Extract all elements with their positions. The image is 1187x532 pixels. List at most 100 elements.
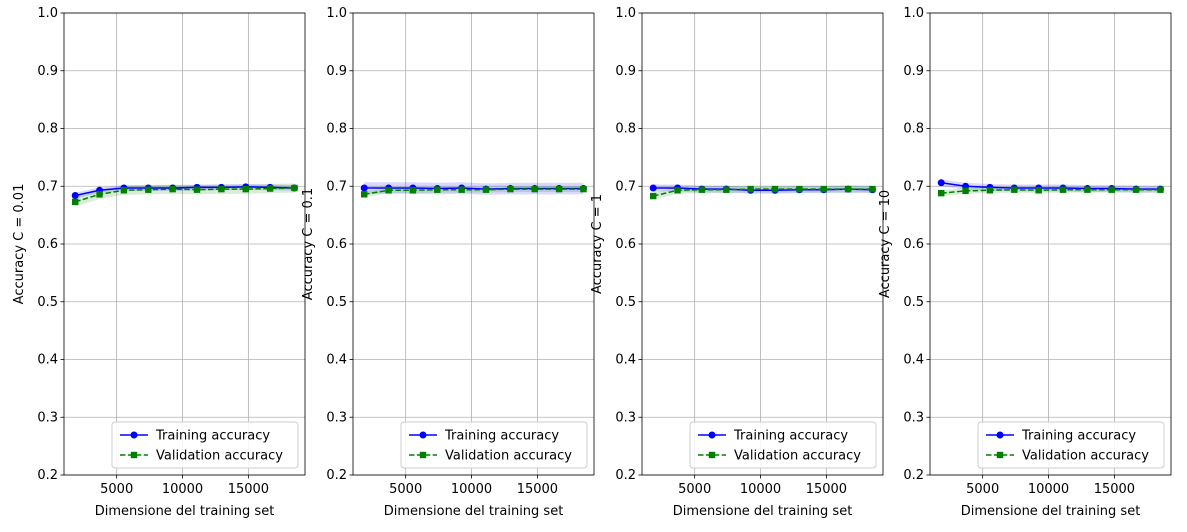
y-tick-label: 0.2	[37, 468, 58, 483]
x-tick-label: 15000	[806, 482, 847, 497]
validation-accuracy-point	[555, 185, 563, 193]
y-tick-label: 0.9	[326, 64, 347, 79]
y-tick-label: 0.5	[903, 295, 924, 310]
training-accuracy-point	[937, 179, 945, 187]
validation-accuracy-point	[145, 186, 152, 193]
legend-box	[977, 421, 1165, 469]
chart-panel-3: 0.2 0.3 0.4 0.5 0.6 0.7 0.8 0.9 1.0 5000 10000 1500…	[590, 6, 884, 519]
validation-accuracy-point	[193, 186, 201, 193]
y-tick-label: 0.3	[615, 410, 636, 425]
legend-validation-marker	[708, 451, 716, 459]
validation-accuracy-point	[266, 185, 274, 192]
x-tick-label: 5000	[389, 482, 422, 497]
validation-accuracy-point	[120, 187, 128, 194]
validation-accuracy-point	[218, 185, 225, 193]
legend-validation-label: Validation accuracy	[1022, 449, 1149, 464]
validation-accuracy-point	[674, 187, 681, 194]
y-tick-label: 0.4	[326, 353, 347, 368]
x-tick-label: 10000	[1028, 482, 1069, 497]
y-tick-label: 0.8	[615, 122, 636, 137]
validation-accuracy-point	[1084, 186, 1091, 193]
training-accuracy-point	[360, 184, 368, 192]
chart-panel-4: 0.2 0.3 0.4 0.5 0.6 0.7 0.8 0.9 1.0 5000 10000 1500…	[878, 6, 1172, 519]
validation-accuracy-line	[364, 188, 584, 196]
training-accuracy-line	[941, 182, 1161, 190]
legend-training-label: Training accuracy	[733, 429, 848, 444]
y-tick-label: 0.4	[37, 353, 58, 368]
y-tick-label: 1.0	[326, 6, 347, 21]
validation-accuracy-point	[1132, 186, 1140, 193]
y-tick-label: 0.6	[903, 237, 924, 252]
legend-validation-marker	[996, 451, 1004, 459]
y-tick-label: 0.7	[37, 179, 58, 194]
x-axis-label: Dimensione del training set	[961, 504, 1141, 519]
validation-accuracy-point	[698, 186, 706, 193]
y-tick-label: 0.2	[615, 468, 636, 483]
x-axis-label: Dimensione del training set	[673, 504, 853, 519]
y-tick-label: 0.2	[326, 468, 347, 483]
y-tick-label: 0.7	[615, 179, 636, 194]
y-tick-label: 0.7	[903, 179, 924, 194]
legend-validation-label: Validation accuracy	[734, 449, 861, 464]
training-accuracy-line	[75, 186, 295, 197]
y-tick-label: 0.6	[37, 237, 58, 252]
y-tick-label: 0.7	[326, 179, 347, 194]
y-tick-label: 1.0	[615, 6, 636, 21]
y-tick-label: 0.4	[615, 353, 636, 368]
validation-accuracy-point	[771, 185, 779, 193]
legend-training-label: Training accuracy	[155, 429, 270, 444]
legend: Training accuracy Validation accuracy	[977, 421, 1165, 469]
validation-accuracy-point	[1011, 186, 1018, 193]
validation-accuracy-point	[844, 185, 852, 193]
legend-validation-marker	[130, 451, 138, 459]
y-tick-label: 0.9	[903, 64, 924, 79]
y-tick-label: 0.4	[903, 353, 924, 368]
validation-accuracy-point	[96, 191, 103, 198]
training-accuracy-point	[649, 184, 657, 192]
validation-accuracy-line	[941, 188, 1161, 194]
x-tick-label: 5000	[678, 482, 711, 497]
legend-training-label: Training accuracy	[1021, 429, 1136, 444]
validation-accuracy-point	[507, 185, 514, 193]
validation-accuracy-point	[796, 185, 803, 193]
y-tick-label: 0.5	[326, 295, 347, 310]
x-tick-label: 5000	[100, 482, 133, 497]
legend-training-label: Training accuracy	[444, 429, 559, 444]
training-accuracy-point	[71, 191, 79, 199]
validation-accuracy-point	[962, 187, 969, 195]
y-tick-label: 0.9	[615, 64, 636, 79]
x-tick-label: 5000	[966, 482, 999, 497]
validation-accuracy-point	[820, 185, 827, 193]
y-tick-label: 0.8	[37, 122, 58, 137]
y-tick-label: 0.2	[903, 468, 924, 483]
legend-box	[400, 421, 588, 469]
legend-training-marker	[708, 431, 716, 439]
x-tick-label: 10000	[162, 482, 203, 497]
y-tick-label: 0.9	[37, 64, 58, 79]
legend: Training accuracy Validation accuracy	[689, 421, 877, 469]
y-axis-label: Accuracy C = 0.01	[12, 184, 27, 305]
chart-panel-2: 0.2 0.3 0.4 0.5 0.6 0.7 0.8 0.9 1.0 5000 10000 1500…	[301, 6, 595, 519]
y-tick-label: 1.0	[903, 6, 924, 21]
chart-panel-1: 0.2 0.3 0.4 0.5 0.6 0.7 0.8 0.9 1.0 5000 10000 1500…	[12, 6, 306, 519]
x-axis-label: Dimensione del training set	[95, 504, 275, 519]
legend-box	[689, 421, 877, 469]
validation-accuracy-point	[385, 187, 392, 194]
validation-accuracy-point	[1035, 187, 1042, 194]
validation-accuracy-point	[747, 185, 754, 193]
validation-accuracy-point	[1059, 186, 1067, 193]
validation-accuracy-point	[291, 184, 298, 192]
y-axis-label: Accuracy C = 0.1	[301, 188, 316, 300]
y-tick-label: 0.3	[326, 410, 347, 425]
legend-validation-label: Validation accuracy	[156, 449, 283, 464]
validation-accuracy-point	[869, 185, 876, 193]
legend: Training accuracy Validation accuracy	[400, 421, 588, 469]
validation-accuracy-point	[937, 189, 945, 197]
training-accuracy-band	[653, 184, 873, 194]
legend-training-marker	[130, 431, 138, 439]
y-tick-label: 0.6	[326, 237, 347, 252]
validation-accuracy-point	[434, 186, 441, 193]
x-tick-label: 10000	[740, 482, 781, 497]
y-tick-label: 0.5	[37, 295, 58, 310]
